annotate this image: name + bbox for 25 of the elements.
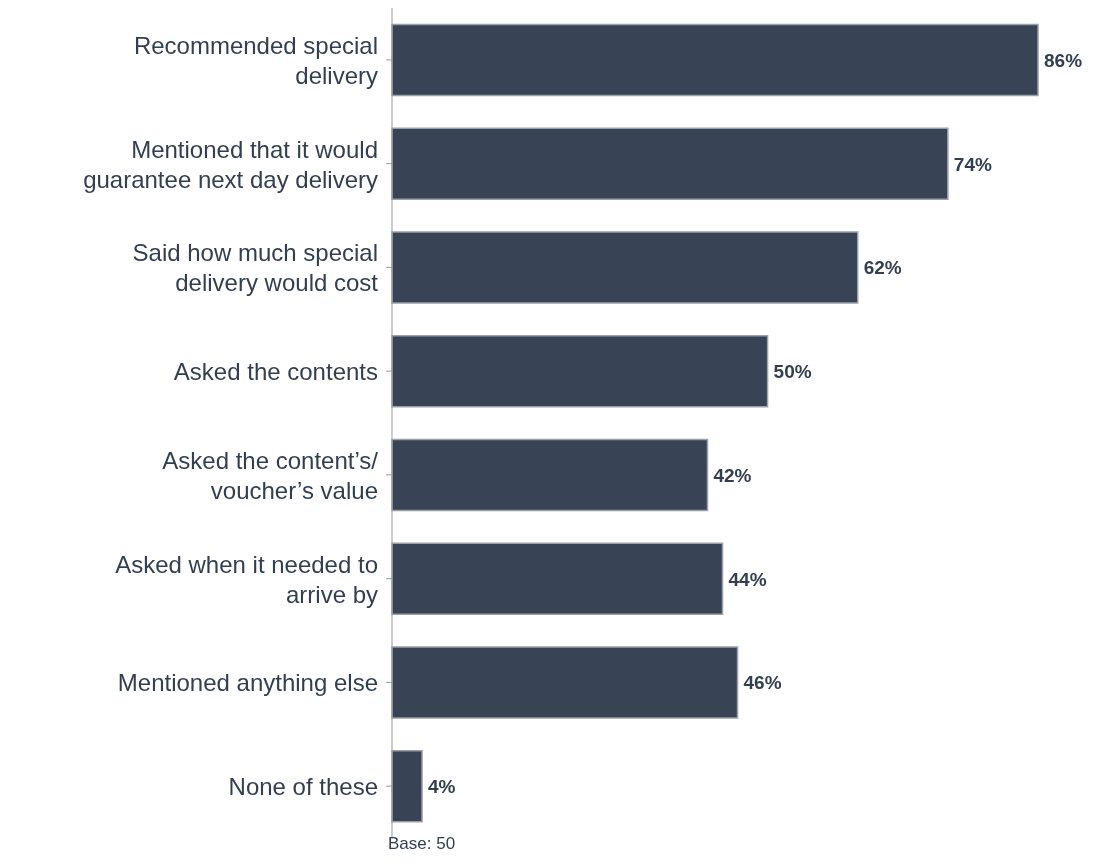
data-label: 4%: [428, 776, 456, 798]
y-tick-label: None of these: [228, 772, 378, 800]
annotation: Base: 50: [388, 834, 456, 854]
y-tick-label: Asked the contents: [173, 357, 378, 385]
y-tick-label: Mentioned that it would guarantee next day delivery: [83, 135, 378, 193]
data-label: 44%: [728, 568, 767, 590]
bar: [391, 750, 423, 823]
data-label: 50%: [773, 361, 812, 383]
data-label: 46%: [743, 672, 782, 694]
bar: [391, 542, 724, 616]
bar: [391, 438, 709, 512]
y-tick-label: Mentioned anything else: [117, 668, 378, 696]
bar: [391, 646, 739, 719]
bar: [391, 335, 769, 408]
y-tick-label: Asked when it needed to arrive by: [115, 550, 378, 608]
y-tick-label: Asked the content’s/ voucher’s value: [162, 446, 379, 504]
y-tick-label: Recommended special delivery: [133, 31, 378, 89]
bar: [391, 23, 1039, 97]
data-label: 42%: [713, 464, 752, 486]
data-label: 86%: [1044, 49, 1083, 71]
y-tick-label: Said how much special delivery would cost: [132, 238, 379, 296]
bar: [391, 127, 949, 201]
data-label: 62%: [863, 257, 902, 279]
data-label: 74%: [953, 153, 992, 175]
bar: [391, 231, 859, 304]
